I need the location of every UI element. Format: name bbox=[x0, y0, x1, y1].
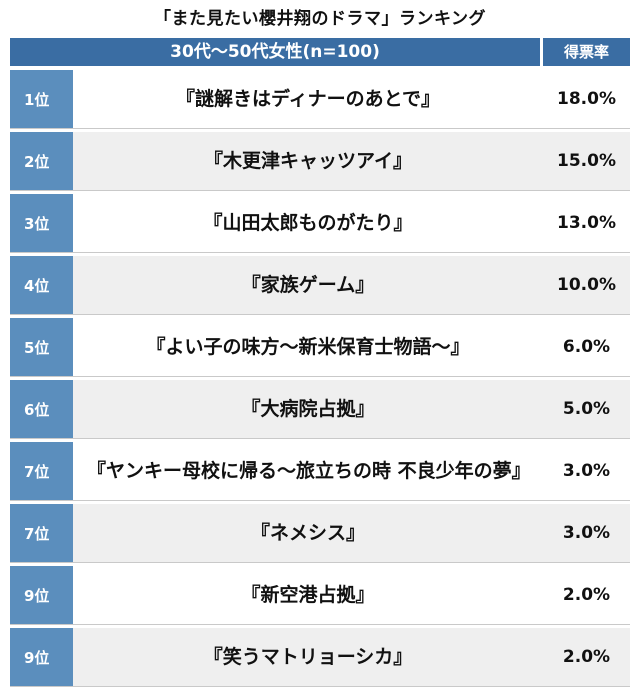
table-row: 9位 『新空港占拠』 2.0% bbox=[10, 566, 630, 625]
table-body: 1位 『謎解きはディナーのあとで』 18.0% 2位 『木更津キャッツアイ』 15.0% 3… bbox=[10, 70, 630, 687]
table-row: 9位 『笑うマトリョーシカ』 2.0% bbox=[10, 628, 630, 687]
drama-title-cell: 『ネメシス』 bbox=[73, 504, 543, 562]
rate-cell: 13.0% bbox=[543, 194, 630, 252]
group-header: 30代〜50代女性(n=100) bbox=[10, 38, 540, 66]
drama-title-cell: 『新空港占拠』 bbox=[73, 566, 543, 624]
rank-cell: 5位 bbox=[10, 318, 73, 376]
rate-cell: 5.0% bbox=[543, 380, 630, 438]
rank-cell: 6位 bbox=[10, 380, 73, 438]
rate-cell: 2.0% bbox=[543, 628, 630, 686]
drama-title-cell: 『笑うマトリョーシカ』 bbox=[73, 628, 543, 686]
rate-cell: 6.0% bbox=[543, 318, 630, 376]
drama-title-cell: 『謎解きはディナーのあとで』 bbox=[73, 70, 543, 128]
table-header: 30代〜50代女性(n=100) 得票率 bbox=[10, 38, 630, 66]
rank-cell: 2位 bbox=[10, 132, 73, 190]
rate-cell: 3.0% bbox=[543, 442, 630, 500]
drama-title-cell: 『大病院占拠』 bbox=[73, 380, 543, 438]
rate-cell: 10.0% bbox=[543, 256, 630, 314]
rank-cell: 7位 bbox=[10, 442, 73, 500]
rank-cell: 9位 bbox=[10, 566, 73, 624]
table-row: 3位 『山田太郎ものがたり』 13.0% bbox=[10, 194, 630, 253]
table-row: 6位 『大病院占拠』 5.0% bbox=[10, 380, 630, 439]
rate-cell: 2.0% bbox=[543, 566, 630, 624]
table-row: 4位 『家族ゲーム』 10.0% bbox=[10, 256, 630, 315]
drama-title-cell: 『山田太郎ものがたり』 bbox=[73, 194, 543, 252]
rank-cell: 9位 bbox=[10, 628, 73, 686]
drama-title-cell: 『家族ゲーム』 bbox=[73, 256, 543, 314]
chart-title: 「また見たい櫻井翔のドラマ」ランキング bbox=[154, 9, 486, 29]
rank-cell: 1位 bbox=[10, 70, 73, 128]
rate-cell: 3.0% bbox=[543, 504, 630, 562]
rate-cell: 18.0% bbox=[543, 70, 630, 128]
drama-title-cell: 『よい子の味方〜新米保育士物語〜』 bbox=[73, 318, 543, 376]
rank-cell: 7位 bbox=[10, 504, 73, 562]
table-row: 2位 『木更津キャッツアイ』 15.0% bbox=[10, 132, 630, 191]
rank-cell: 3位 bbox=[10, 194, 73, 252]
rate-cell: 15.0% bbox=[543, 132, 630, 190]
rate-header: 得票率 bbox=[543, 38, 630, 66]
table-row: 7位 『ネメシス』 3.0% bbox=[10, 504, 630, 563]
table-row: 1位 『謎解きはディナーのあとで』 18.0% bbox=[10, 70, 630, 129]
drama-title-cell: 『ヤンキー母校に帰る〜旅立ちの時 不良少年の夢』 bbox=[73, 442, 543, 500]
ranking-table: 30代〜50代女性(n=100) 得票率 1位 『謎解きはディナーのあとで』 18.… bbox=[10, 38, 630, 687]
table-row: 7位 『ヤンキー母校に帰る〜旅立ちの時 不良少年の夢』 3.0% bbox=[10, 442, 630, 501]
table-row: 5位 『よい子の味方〜新米保育士物語〜』 6.0% bbox=[10, 318, 630, 377]
drama-title-cell: 『木更津キャッツアイ』 bbox=[73, 132, 543, 190]
rank-cell: 4位 bbox=[10, 256, 73, 314]
